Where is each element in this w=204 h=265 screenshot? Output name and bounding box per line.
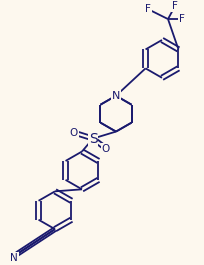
Text: O: O	[70, 127, 78, 138]
Text: S: S	[89, 131, 97, 145]
Text: N: N	[112, 91, 120, 101]
Text: F: F	[172, 1, 178, 11]
Text: N: N	[112, 91, 120, 101]
Text: N: N	[112, 91, 120, 101]
Text: F: F	[179, 14, 185, 24]
Text: N: N	[10, 253, 18, 263]
Text: F: F	[145, 4, 151, 14]
Text: O: O	[102, 144, 110, 153]
